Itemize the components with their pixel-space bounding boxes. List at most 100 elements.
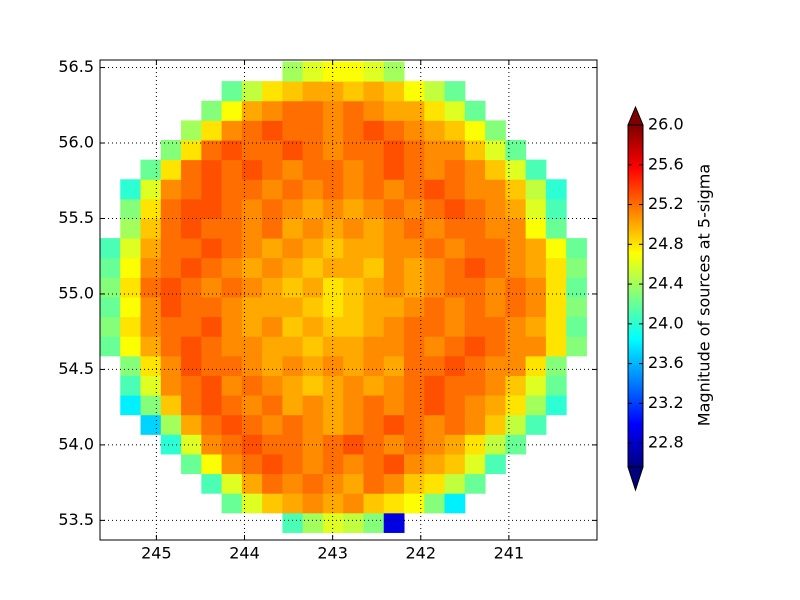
- colorbar-tick-label: 22.8: [648, 433, 684, 452]
- heatmap-cell: [525, 179, 547, 200]
- colorbar: [628, 125, 643, 467]
- heatmap-cell: [363, 81, 385, 102]
- heatmap-cell: [383, 296, 405, 318]
- heatmap-cell: [322, 120, 344, 141]
- heatmap-cell: [363, 434, 385, 455]
- heatmap-cell: [282, 81, 304, 102]
- heatmap-cell: [505, 395, 527, 416]
- heatmap-cell: [485, 395, 506, 416]
- heatmap-cell: [424, 238, 446, 259]
- heatmap-cell: [545, 257, 567, 278]
- heatmap-cell: [160, 355, 182, 376]
- heatmap-cell: [302, 61, 324, 82]
- heatmap-cell: [525, 336, 547, 357]
- heatmap-cell: [383, 277, 405, 298]
- heatmap-cell: [343, 493, 364, 514]
- heatmap-cell: [383, 493, 405, 514]
- heatmap-cell: [464, 277, 486, 298]
- heatmap-cell: [444, 296, 466, 318]
- heatmap-cell: [404, 159, 425, 180]
- heatmap-cell: [181, 434, 202, 455]
- heatmap-cell: [363, 159, 385, 180]
- heatmap-cell: [424, 336, 446, 357]
- heatmap-cell: [485, 316, 506, 337]
- colorbar-ticks: 22.8 23.2 23.6 24.0 24.4 24.8 25.2 25.6 26.0: [628, 115, 684, 452]
- heatmap-cell: [221, 140, 243, 161]
- heatmap-cell: [221, 277, 243, 298]
- heatmap-cell: [221, 296, 243, 318]
- heatmap-cell: [343, 277, 364, 298]
- heatmap-cell: [545, 218, 567, 239]
- heatmap-cell: [241, 179, 263, 200]
- heatmap-cell: [302, 159, 324, 180]
- heatmap-cell: [363, 395, 385, 416]
- heatmap-cell: [322, 140, 344, 161]
- heatmap-cell: [282, 453, 304, 475]
- y-tick-label: 56.5: [58, 57, 94, 76]
- heatmap-cell: [262, 238, 283, 259]
- heatmap-cell: [262, 179, 283, 200]
- heatmap-cell: [181, 395, 202, 416]
- heatmap-cell: [262, 355, 283, 376]
- heatmap-cell: [404, 277, 425, 298]
- heatmap-cell: [404, 81, 425, 102]
- heatmap-cell: [201, 198, 223, 219]
- heatmap-cell: [464, 434, 486, 455]
- heatmap-cell: [444, 355, 466, 376]
- heatmap-cell: [302, 336, 324, 357]
- heatmap-cell: [241, 277, 263, 298]
- heatmap-cell: [343, 140, 364, 161]
- heatmap-cell: [444, 493, 466, 514]
- heatmap-cell: [201, 434, 223, 455]
- heatmap-cell: [262, 140, 283, 161]
- heatmap-cell: [241, 81, 263, 102]
- heatmap-cell: [120, 198, 142, 219]
- heatmap-cell: [343, 120, 364, 141]
- heatmap-cell: [464, 257, 486, 278]
- heatmap-cell: [302, 257, 324, 278]
- heatmap-cell: [485, 453, 506, 475]
- heatmap-cell: [282, 355, 304, 376]
- heatmap-cell: [322, 179, 344, 200]
- heatmap-cell: [100, 257, 121, 278]
- y-tick-label: 55.0: [58, 283, 94, 302]
- heatmap-cell: [505, 277, 527, 298]
- heatmap-cell: [140, 277, 162, 298]
- heatmap-cell: [464, 159, 486, 180]
- heatmap-cell: [282, 336, 304, 357]
- heatmap-cell: [424, 159, 446, 180]
- heatmap-cell: [424, 473, 446, 494]
- heatmap-cell: [424, 81, 446, 102]
- heatmap-cell: [424, 120, 446, 141]
- grid: [100, 60, 597, 540]
- heatmap-cell: [343, 414, 364, 435]
- heatmap-cell: [201, 375, 223, 396]
- heatmap-cell: [505, 179, 527, 200]
- heatmap-cell: [322, 81, 344, 102]
- heatmap-cell: [383, 316, 405, 337]
- heatmap-cell: [322, 453, 344, 475]
- heatmap-cell: [343, 81, 364, 102]
- heatmap-cell: [444, 140, 466, 161]
- heatmap-cell: [444, 434, 466, 455]
- heatmap-cell: [525, 159, 547, 180]
- heatmap-cell: [383, 257, 405, 278]
- heatmap-cell: [505, 218, 527, 239]
- heatmap-cell: [262, 493, 283, 514]
- heatmap-cell: [262, 100, 283, 121]
- x-tick-label: 244: [229, 544, 260, 563]
- heatmap-cell: [464, 218, 486, 239]
- heatmap-cell: [505, 355, 527, 376]
- heatmap-cell: [545, 238, 567, 259]
- heatmap-cell: [241, 159, 263, 180]
- heatmap-cell: [505, 336, 527, 357]
- heatmap-cell: [424, 493, 446, 514]
- heatmap-cell: [221, 120, 243, 141]
- heatmap-cell: [383, 159, 405, 180]
- heatmap-cell: [505, 414, 527, 435]
- heatmap-cell: [160, 296, 182, 318]
- heatmap-cell: [262, 434, 283, 455]
- heatmap-cell: [221, 100, 243, 121]
- heatmap-cell: [262, 257, 283, 278]
- heatmap-cell: [363, 238, 385, 259]
